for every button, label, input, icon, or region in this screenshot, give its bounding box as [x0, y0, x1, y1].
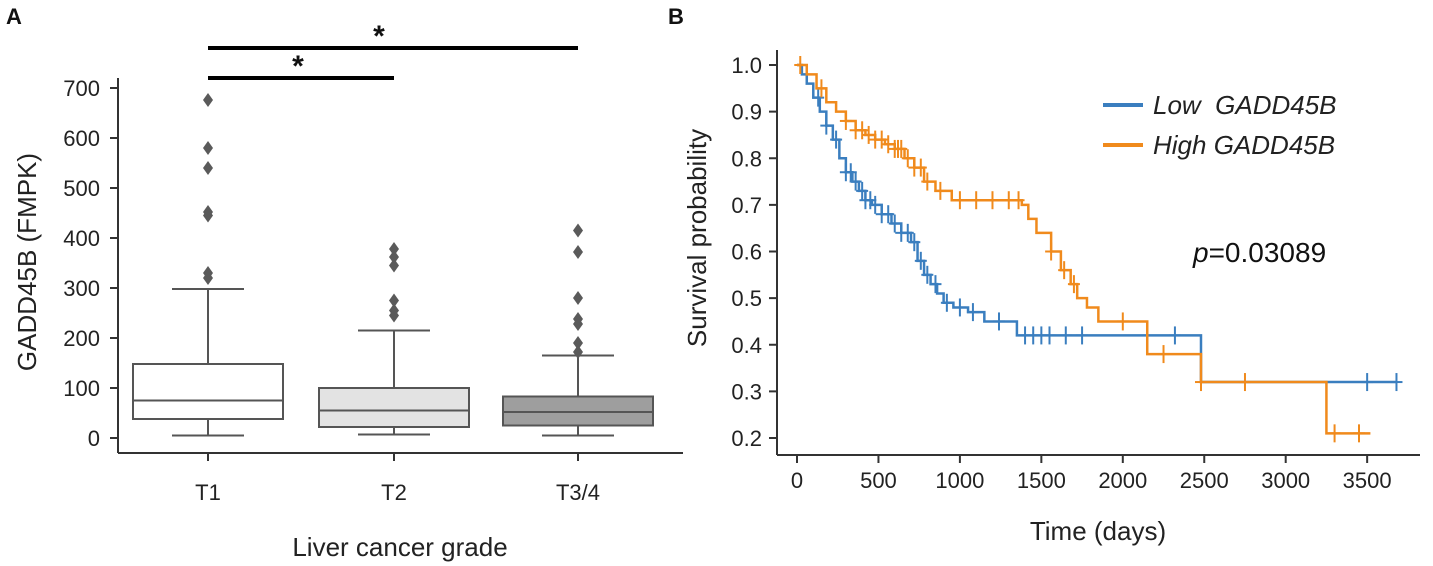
significance-star: *: [292, 50, 304, 83]
km-curve-high: [794, 56, 1371, 443]
x-tick-label: 0: [791, 468, 803, 493]
outlier-point: [389, 303, 399, 318]
y-tick-label: 600: [63, 126, 100, 151]
outlier-point: [573, 345, 583, 359]
y-tick-label: 0.9: [731, 100, 762, 125]
x-tick-label: 3000: [1261, 468, 1310, 493]
outlier-point: [389, 250, 399, 264]
panel-b-y-ticks: 0.2 0.3 0.4 0.5 0.6 0.7 0.8 0.9 1.0: [731, 53, 777, 451]
panel-b-y-label: Survival probability: [682, 129, 712, 347]
x-tick-label: 1000: [935, 468, 984, 493]
outlier-point: [203, 141, 213, 155]
y-tick-label: 0.4: [731, 333, 762, 358]
y-tick-label: 0.8: [731, 146, 762, 171]
outlier-point: [203, 93, 213, 107]
box-iqr: [132, 363, 284, 420]
outlier-point: [573, 312, 583, 326]
y-tick-label: 400: [63, 226, 100, 251]
outlier-point: [389, 258, 399, 273]
y-tick-label: 300: [63, 276, 100, 301]
x-tick-label: 2500: [1180, 468, 1229, 493]
box-t2: [318, 242, 470, 436]
y-tick-label: 500: [63, 176, 100, 201]
box-t3-4: [502, 223, 654, 437]
y-tick-label: 100: [63, 376, 100, 401]
outlier-point: [573, 291, 583, 305]
y-tick-label: 0.6: [731, 240, 762, 265]
outlier-point: [203, 266, 213, 280]
legend-label-high: High GADD45B: [1153, 130, 1335, 160]
box-t1: [132, 93, 284, 437]
y-tick-label: 1.0: [731, 53, 762, 78]
outlier-point: [573, 245, 583, 259]
panel-a-x-label: Liver cancer grade: [292, 532, 507, 562]
box-iqr: [318, 387, 470, 428]
x-tick-label: T1: [195, 480, 221, 505]
legend-label-low: Low GADD45B: [1153, 90, 1337, 120]
panel-b: B 0.2 0.3 0.4 0.5 0.6 0.7 0.8 0.9 1.0 0 500 1000 15…: [668, 4, 1420, 546]
y-tick-label: 0: [88, 426, 100, 451]
x-tick-label: 3500: [1343, 468, 1392, 493]
significance-star: *: [373, 20, 385, 53]
panel-a-x-ticks: T1 T2 T3/4: [195, 453, 600, 505]
outlier-point: [389, 293, 399, 308]
x-tick-label: 2000: [1098, 468, 1147, 493]
y-tick-label: 700: [63, 76, 100, 101]
p-value-text: =0.03089: [1209, 237, 1327, 268]
y-tick-label: 0.7: [731, 193, 762, 218]
panel-a-label: A: [6, 4, 22, 29]
outlier-point: [203, 205, 213, 219]
panel-b-label: B: [668, 4, 684, 29]
panel-b-x-ticks: 0 500 1000 1500 2000 2500 3000 3500: [791, 455, 1392, 493]
y-tick-label: 200: [63, 326, 100, 351]
y-tick-label: 0.2: [731, 426, 762, 451]
panel-b-x-label: Time (days): [1030, 516, 1166, 546]
outlier-point: [203, 161, 213, 175]
panel-a-y-label: GADD45B (FMPK): [12, 153, 42, 371]
outlier-point: [573, 336, 583, 350]
outlier-point: [389, 242, 399, 256]
panel-b-legend: Low GADD45B High GADD45B: [1103, 90, 1337, 160]
p-value-annotation: p=0.03089: [1192, 237, 1326, 268]
panel-a-boxes: [132, 93, 654, 437]
p-value-symbol: p: [1192, 237, 1209, 268]
panel-a-significance: **: [208, 20, 578, 83]
outlier-point: [573, 223, 583, 238]
y-tick-label: 0.5: [731, 286, 762, 311]
panel-b-curves: [794, 56, 1403, 443]
km-curve-low: [797, 63, 1403, 392]
x-tick-label: T2: [381, 480, 407, 505]
panel-a-y-ticks: 0 100 200 300 400 500 600 700: [63, 76, 118, 451]
x-tick-label: 500: [860, 468, 897, 493]
y-tick-label: 0.3: [731, 379, 762, 404]
x-tick-label: 1500: [1017, 468, 1066, 493]
x-tick-label: T3/4: [556, 480, 600, 505]
